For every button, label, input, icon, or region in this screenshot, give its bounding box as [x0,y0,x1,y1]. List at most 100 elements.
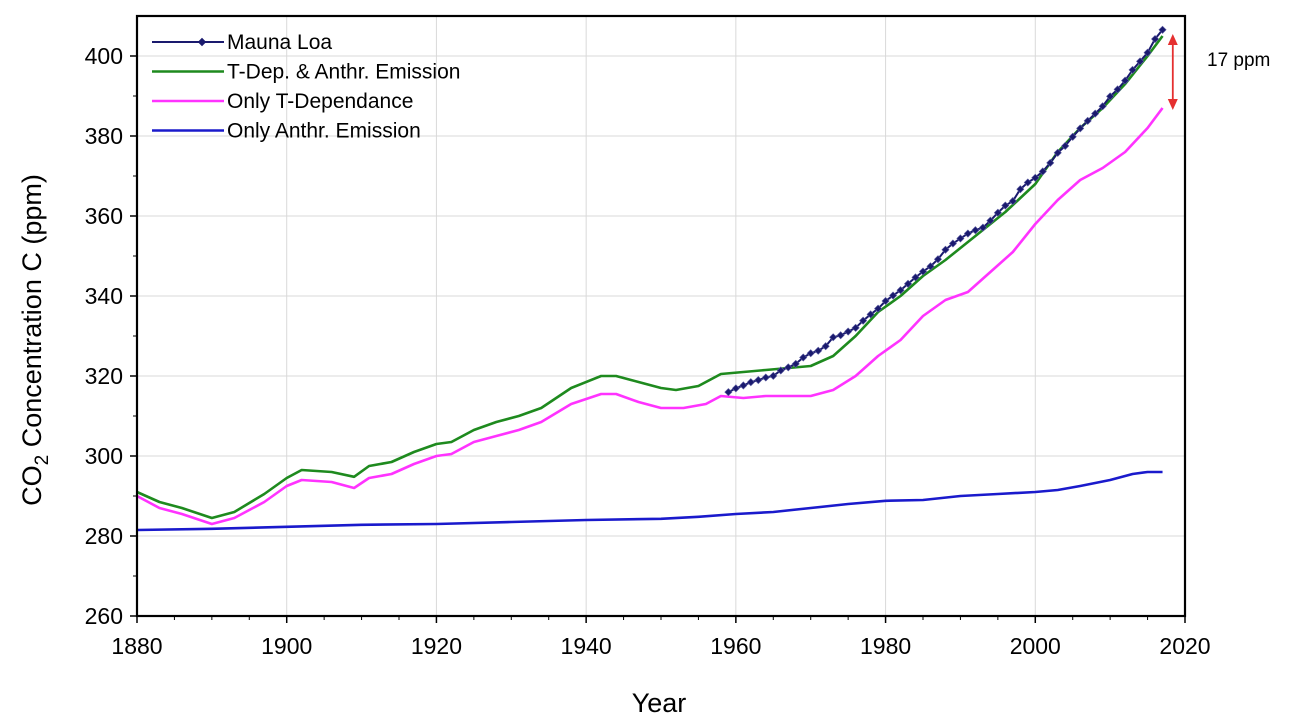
data-point [1136,57,1145,66]
y-tick-label: 380 [85,123,123,149]
data-point [918,267,928,276]
data-point [791,359,800,368]
y-axis-title: CO2 Concentration C (ppm) [17,174,53,506]
x-axis-title: Year [632,688,687,718]
data-point [956,234,965,243]
legend-marker [197,37,207,47]
y-tick-label: 280 [85,523,123,549]
data-point [1143,48,1152,57]
x-tick-label: 1920 [411,633,462,659]
series-layer [136,25,1167,532]
legend-label: Only T-Dependance [227,90,413,113]
data-point [1091,109,1100,118]
data-point [866,310,875,319]
x-tick-label: 1940 [561,633,612,659]
y-axis-title-subscript: 2 [32,455,53,466]
data-point [821,342,830,351]
data-point [776,366,785,375]
data-point [851,323,860,332]
data-point [1038,167,1047,176]
legend-item-t-dep-anthr-emission: T-Dep. & Anthr. Emission [152,61,460,84]
y-tick-labels: 260 280 300 320 340 360 380 400 [85,43,123,629]
data-point [806,349,815,358]
data-point [1068,132,1077,141]
legend-label: Mauna Loa [227,31,332,54]
data-point [1121,76,1130,85]
x-tick-label: 2000 [1010,633,1061,659]
data-point [933,255,942,264]
legend-item-mauna-loa: Mauna Loa [152,31,332,54]
data-point [948,239,957,248]
data-point [739,381,748,390]
y-axis-title-co: CO [17,465,47,506]
data-point [896,286,905,295]
data-point [1076,124,1085,133]
data-point [731,384,740,393]
y-tick-label: 320 [85,363,123,389]
data-point [963,229,972,238]
x-tick-label: 1880 [111,633,162,659]
x-tick-label: 1960 [710,633,761,659]
series-line-mauna-loa [727,29,1164,394]
legend-item-only-t-dependance: Only T-Dependance [152,90,413,113]
data-point [978,223,987,232]
data-point [844,327,853,336]
series-line-only-t-dependance [136,107,1164,526]
series-only-anthr-emission [136,470,1163,532]
data-point [986,216,995,225]
annotation-arrowhead-top [1167,34,1178,45]
difference-annotation: 17 ppm [1167,34,1270,110]
data-point [993,208,1002,217]
data-point [754,376,763,385]
legend: Mauna Loa T-Dep. & Anthr. Emission Only T-… [152,31,460,143]
data-point [1008,197,1017,206]
x-tick-labels: 1880 1900 1920 1940 1960 1980 2000 2020 [111,633,1210,659]
data-point [1001,201,1010,210]
data-point [1061,141,1070,150]
legend-label: T-Dep. & Anthr. Emission [227,61,460,84]
data-point [799,353,808,362]
data-point [724,388,733,397]
data-point [814,346,823,355]
data-point [1023,178,1032,187]
x-tick-label: 1900 [261,633,312,659]
data-point [889,291,898,300]
data-point [746,378,755,387]
series-mauna-loa [724,25,1167,397]
y-tick-label: 400 [85,43,123,69]
legend-label: Only Anthr. Emission [227,120,421,143]
data-point [1158,25,1167,34]
y-tick-label: 300 [85,443,123,469]
data-point [1113,85,1122,94]
data-point [1016,185,1025,194]
y-tick-label: 340 [85,283,123,309]
y-tick-label: 260 [85,603,123,629]
data-point [769,371,778,380]
data-point [761,373,770,382]
data-point [859,316,868,325]
data-point [881,296,890,306]
data-point [941,245,950,254]
x-tick-label: 2020 [1159,633,1210,659]
data-point [829,333,838,342]
series-only-t-dependance [136,107,1164,526]
annotation-label: 17 ppm [1207,50,1270,71]
y-axis-title-rest: Concentration C (ppm) [17,174,47,455]
grid [137,16,1185,616]
data-point [1031,173,1040,182]
series-line-only-anthr-emission [136,470,1163,532]
data-point [926,262,935,271]
legend-item-only-anthr-emission: Only Anthr. Emission [152,120,421,143]
axis-ticks [130,55,1186,623]
data-point [1083,116,1092,125]
data-point [874,304,883,313]
data-point [784,363,793,372]
data-point [836,331,845,340]
annotation-arrowhead-bottom [1167,99,1178,110]
data-point [1046,158,1055,167]
data-point [1098,102,1107,111]
data-point [1128,65,1137,74]
data-point [1106,92,1115,101]
data-point [1053,148,1062,157]
